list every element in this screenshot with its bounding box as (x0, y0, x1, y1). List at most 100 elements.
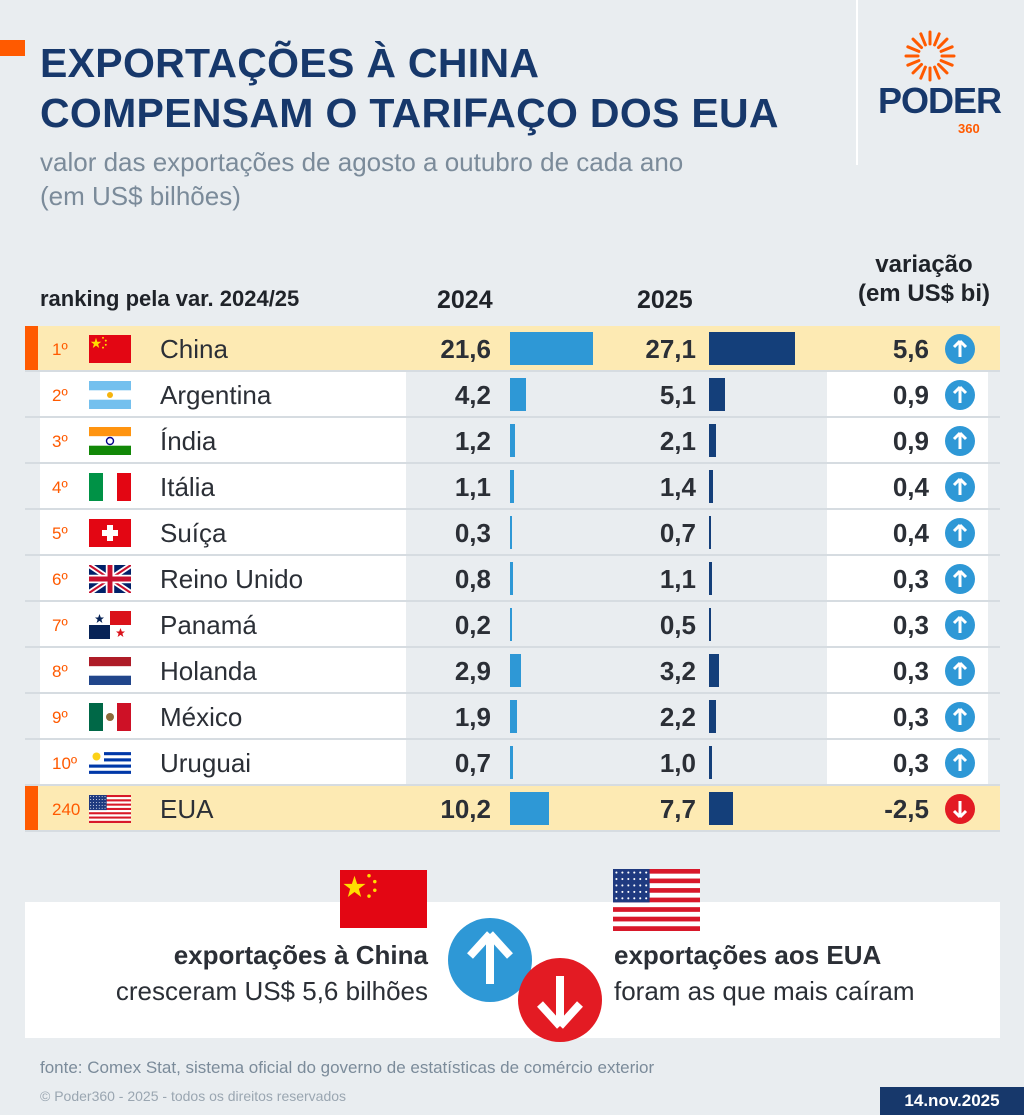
value-2024: 2,9 (454, 656, 491, 686)
value-2025: 0,5 (659, 610, 696, 640)
subtitle: valor das exportações de agosto a outubr… (40, 145, 683, 213)
highlight-marker (25, 786, 38, 831)
arrow-up-icon (945, 518, 975, 548)
country-name: México (160, 702, 243, 732)
table-row: 7º Panamá 0,2 0,5 0,3 (0, 602, 1024, 648)
bar-2024 (510, 792, 550, 825)
value-2024: 4,2 (454, 380, 491, 410)
value-2025: 1,4 (659, 472, 696, 502)
row-divider (25, 830, 1000, 832)
value-2025: 3,2 (659, 656, 696, 686)
bar-2025 (709, 332, 795, 365)
arrow-up-icon (945, 472, 975, 502)
title-line: EXPORTAÇÕES À CHINA (40, 40, 540, 86)
row-divider (25, 554, 1000, 556)
argentina-flag-icon (89, 381, 131, 409)
variation-value: 0,3 (892, 610, 929, 640)
table-row: 4º Itália 1,1 1,4 0,4 (0, 464, 1024, 510)
country-name: Índia (160, 426, 217, 456)
row-divider (25, 370, 1000, 372)
value-2025: 27,1 (645, 334, 696, 364)
header-line: (em US$ bi) (857, 280, 990, 307)
netherlands-flag-icon (89, 657, 131, 685)
row-divider (25, 646, 1000, 648)
mexico-flag-icon (89, 703, 131, 731)
variation-value: 5,6 (892, 334, 929, 364)
variation-value: 0,3 (892, 702, 929, 732)
bar-2025 (709, 746, 713, 779)
arrow-up-icon (945, 656, 975, 686)
china-flag (340, 869, 427, 929)
rank: 5º (52, 524, 68, 543)
variation-value: 0,3 (892, 748, 929, 778)
bar-2024 (510, 746, 513, 779)
switzerland-flag-icon (89, 519, 131, 547)
bar-2024 (510, 700, 518, 733)
logo-number: 360 (958, 121, 980, 136)
panama-flag-icon (89, 611, 131, 639)
source-text: fonte: Comex Stat, sistema oficial do go… (40, 1058, 655, 1077)
header-line: variação (875, 251, 973, 278)
col-2024-header: 2024 (437, 286, 493, 314)
variation-value: 0,3 (892, 656, 929, 686)
value-2024: 1,1 (454, 472, 491, 502)
bar-2025 (709, 608, 711, 641)
summary-text: cresceram US$ 5,6 bilhões (115, 976, 428, 1006)
row-divider (25, 508, 1000, 510)
variation-value: 0,4 (892, 518, 929, 548)
country-name: Panamá (160, 610, 257, 640)
row-divider (25, 692, 1000, 694)
value-2024: 10,2 (440, 794, 491, 824)
bar-2025 (709, 424, 716, 457)
arrow-up-icon (945, 334, 975, 364)
table-row: 10º Uruguai 0,7 1,0 0,3 (0, 740, 1024, 786)
arrow-up-icon (945, 748, 975, 778)
china-flag-icon (89, 335, 131, 363)
arrow-up-icon (945, 702, 975, 732)
arrow-up-icon (945, 380, 975, 410)
value-2025: 1,0 (659, 748, 696, 778)
sun-icon (904, 30, 956, 82)
summary-bold: exportações aos EUA (614, 940, 882, 970)
summary-bold: exportações à China (173, 940, 428, 970)
country-name: China (160, 334, 228, 364)
title-line: COMPENSAM O TARIFAÇO DOS EUA (40, 90, 779, 136)
highlight-marker (25, 326, 38, 371)
bar-2025 (709, 470, 714, 503)
date-badge: 14.nov.2025 (880, 1087, 1024, 1115)
value-2024: 1,2 (454, 426, 491, 456)
bar-2024 (510, 470, 515, 503)
row-divider (25, 784, 1000, 786)
rank: 8º (52, 662, 68, 681)
summary-text: foram as que mais caíram (614, 976, 915, 1006)
table-row: 240 EUA 10,2 7,7 -2,5 (0, 786, 1024, 832)
logo-word: PODER (878, 80, 1002, 121)
poder360-logo: PODER 360 (870, 30, 1010, 145)
col-variation-header: variação (em US$ bi) (858, 250, 990, 308)
usa-summary: exportações aos EUA foram as que mais caí… (614, 937, 915, 1009)
arrow-up-icon (945, 564, 975, 594)
row-divider (25, 462, 1000, 464)
row-divider (25, 416, 1000, 418)
bar-2024 (510, 378, 527, 411)
table-row: 1º China 21,6 27,1 5,6 (0, 326, 1024, 372)
bar-2024 (510, 654, 522, 687)
value-2025: 7,7 (659, 794, 696, 824)
arrow-up-icon (945, 426, 975, 456)
table-row: 5º Suíça 0,3 0,7 0,4 (0, 510, 1024, 556)
page-title: EXPORTAÇÕES À CHINA COMPENSAM O TARIFAÇO … (40, 38, 779, 138)
bar-2024 (510, 608, 512, 641)
rank: 4º (52, 478, 68, 497)
bar-2024 (510, 516, 512, 549)
divider (856, 0, 858, 165)
value-2024: 0,2 (454, 610, 491, 640)
india-flag-icon (89, 427, 131, 455)
col-ranking-header: ranking pela var. 2024/25 (40, 286, 300, 311)
uk-flag-icon (89, 565, 131, 593)
bar-2024 (510, 424, 515, 457)
bar-2025 (709, 654, 720, 687)
country-name: EUA (160, 794, 214, 824)
value-2024: 1,9 (454, 702, 491, 732)
arrow-down-icon (945, 794, 975, 824)
china-summary: exportações à China cresceram US$ 5,6 bil… (116, 937, 428, 1009)
